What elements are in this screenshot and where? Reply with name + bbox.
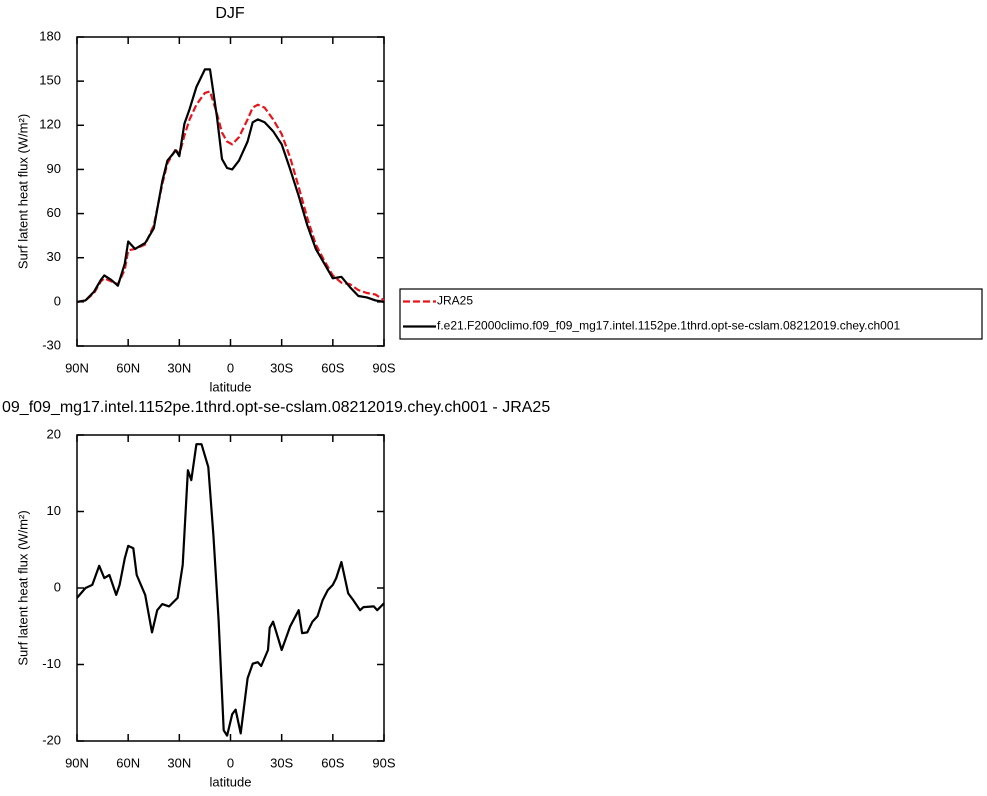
legend-label: JRA25 [437, 294, 473, 308]
y-tick-label: -30 [42, 337, 61, 352]
y-tick-label: 30 [47, 249, 61, 264]
y-tick-label: -10 [42, 656, 61, 671]
x-axis-label: latitude [210, 379, 252, 394]
x-tick-label: 30S [270, 755, 293, 770]
y-tick-label: 60 [47, 205, 61, 220]
x-tick-label: 30N [167, 755, 191, 770]
y-tick-label: -20 [42, 732, 61, 747]
x-tick-label: 90S [372, 755, 395, 770]
data-line [76, 90, 385, 303]
x-axis-label: latitude [210, 774, 252, 789]
x-tick-label: 90N [65, 360, 89, 375]
y-tick-label: 180 [39, 28, 61, 43]
x-tick-label: 0 [227, 755, 234, 770]
x-tick-label: 60S [321, 755, 344, 770]
x-tick-label: 90N [65, 755, 89, 770]
y-tick-label: 10 [47, 503, 61, 518]
y-tick-label: 20 [47, 426, 61, 441]
x-tick-label: 60N [116, 360, 140, 375]
x-tick-label: 60S [321, 360, 344, 375]
x-tick-label: 30S [270, 360, 293, 375]
y-axis-label: Surf latent heat flux (W/m²) [15, 510, 30, 665]
plot-frame [76, 36, 385, 347]
chart-title: 09_f09_mg17.intel.1152pe.1thrd.opt-se-cs… [2, 399, 550, 416]
data-line [76, 68, 385, 303]
plot-frame [76, 434, 385, 742]
x-tick-label: 0 [227, 360, 234, 375]
y-tick-label: 150 [39, 73, 61, 88]
x-tick-label: 30N [167, 360, 191, 375]
y-tick-label: 120 [39, 117, 61, 132]
y-tick-label: 0 [54, 579, 61, 594]
y-tick-label: 90 [47, 161, 61, 176]
y-tick-label: 0 [54, 293, 61, 308]
chart-title: DJF [215, 5, 245, 22]
y-axis-label: Surf latent heat flux (W/m²) [15, 114, 30, 269]
x-tick-label: 60N [116, 755, 140, 770]
legend-box [399, 288, 983, 340]
data-line [76, 443, 385, 737]
legend-label: f.e21.F2000climo.f09_f09_mg17.intel.1152… [437, 319, 901, 333]
x-tick-label: 90S [372, 360, 395, 375]
